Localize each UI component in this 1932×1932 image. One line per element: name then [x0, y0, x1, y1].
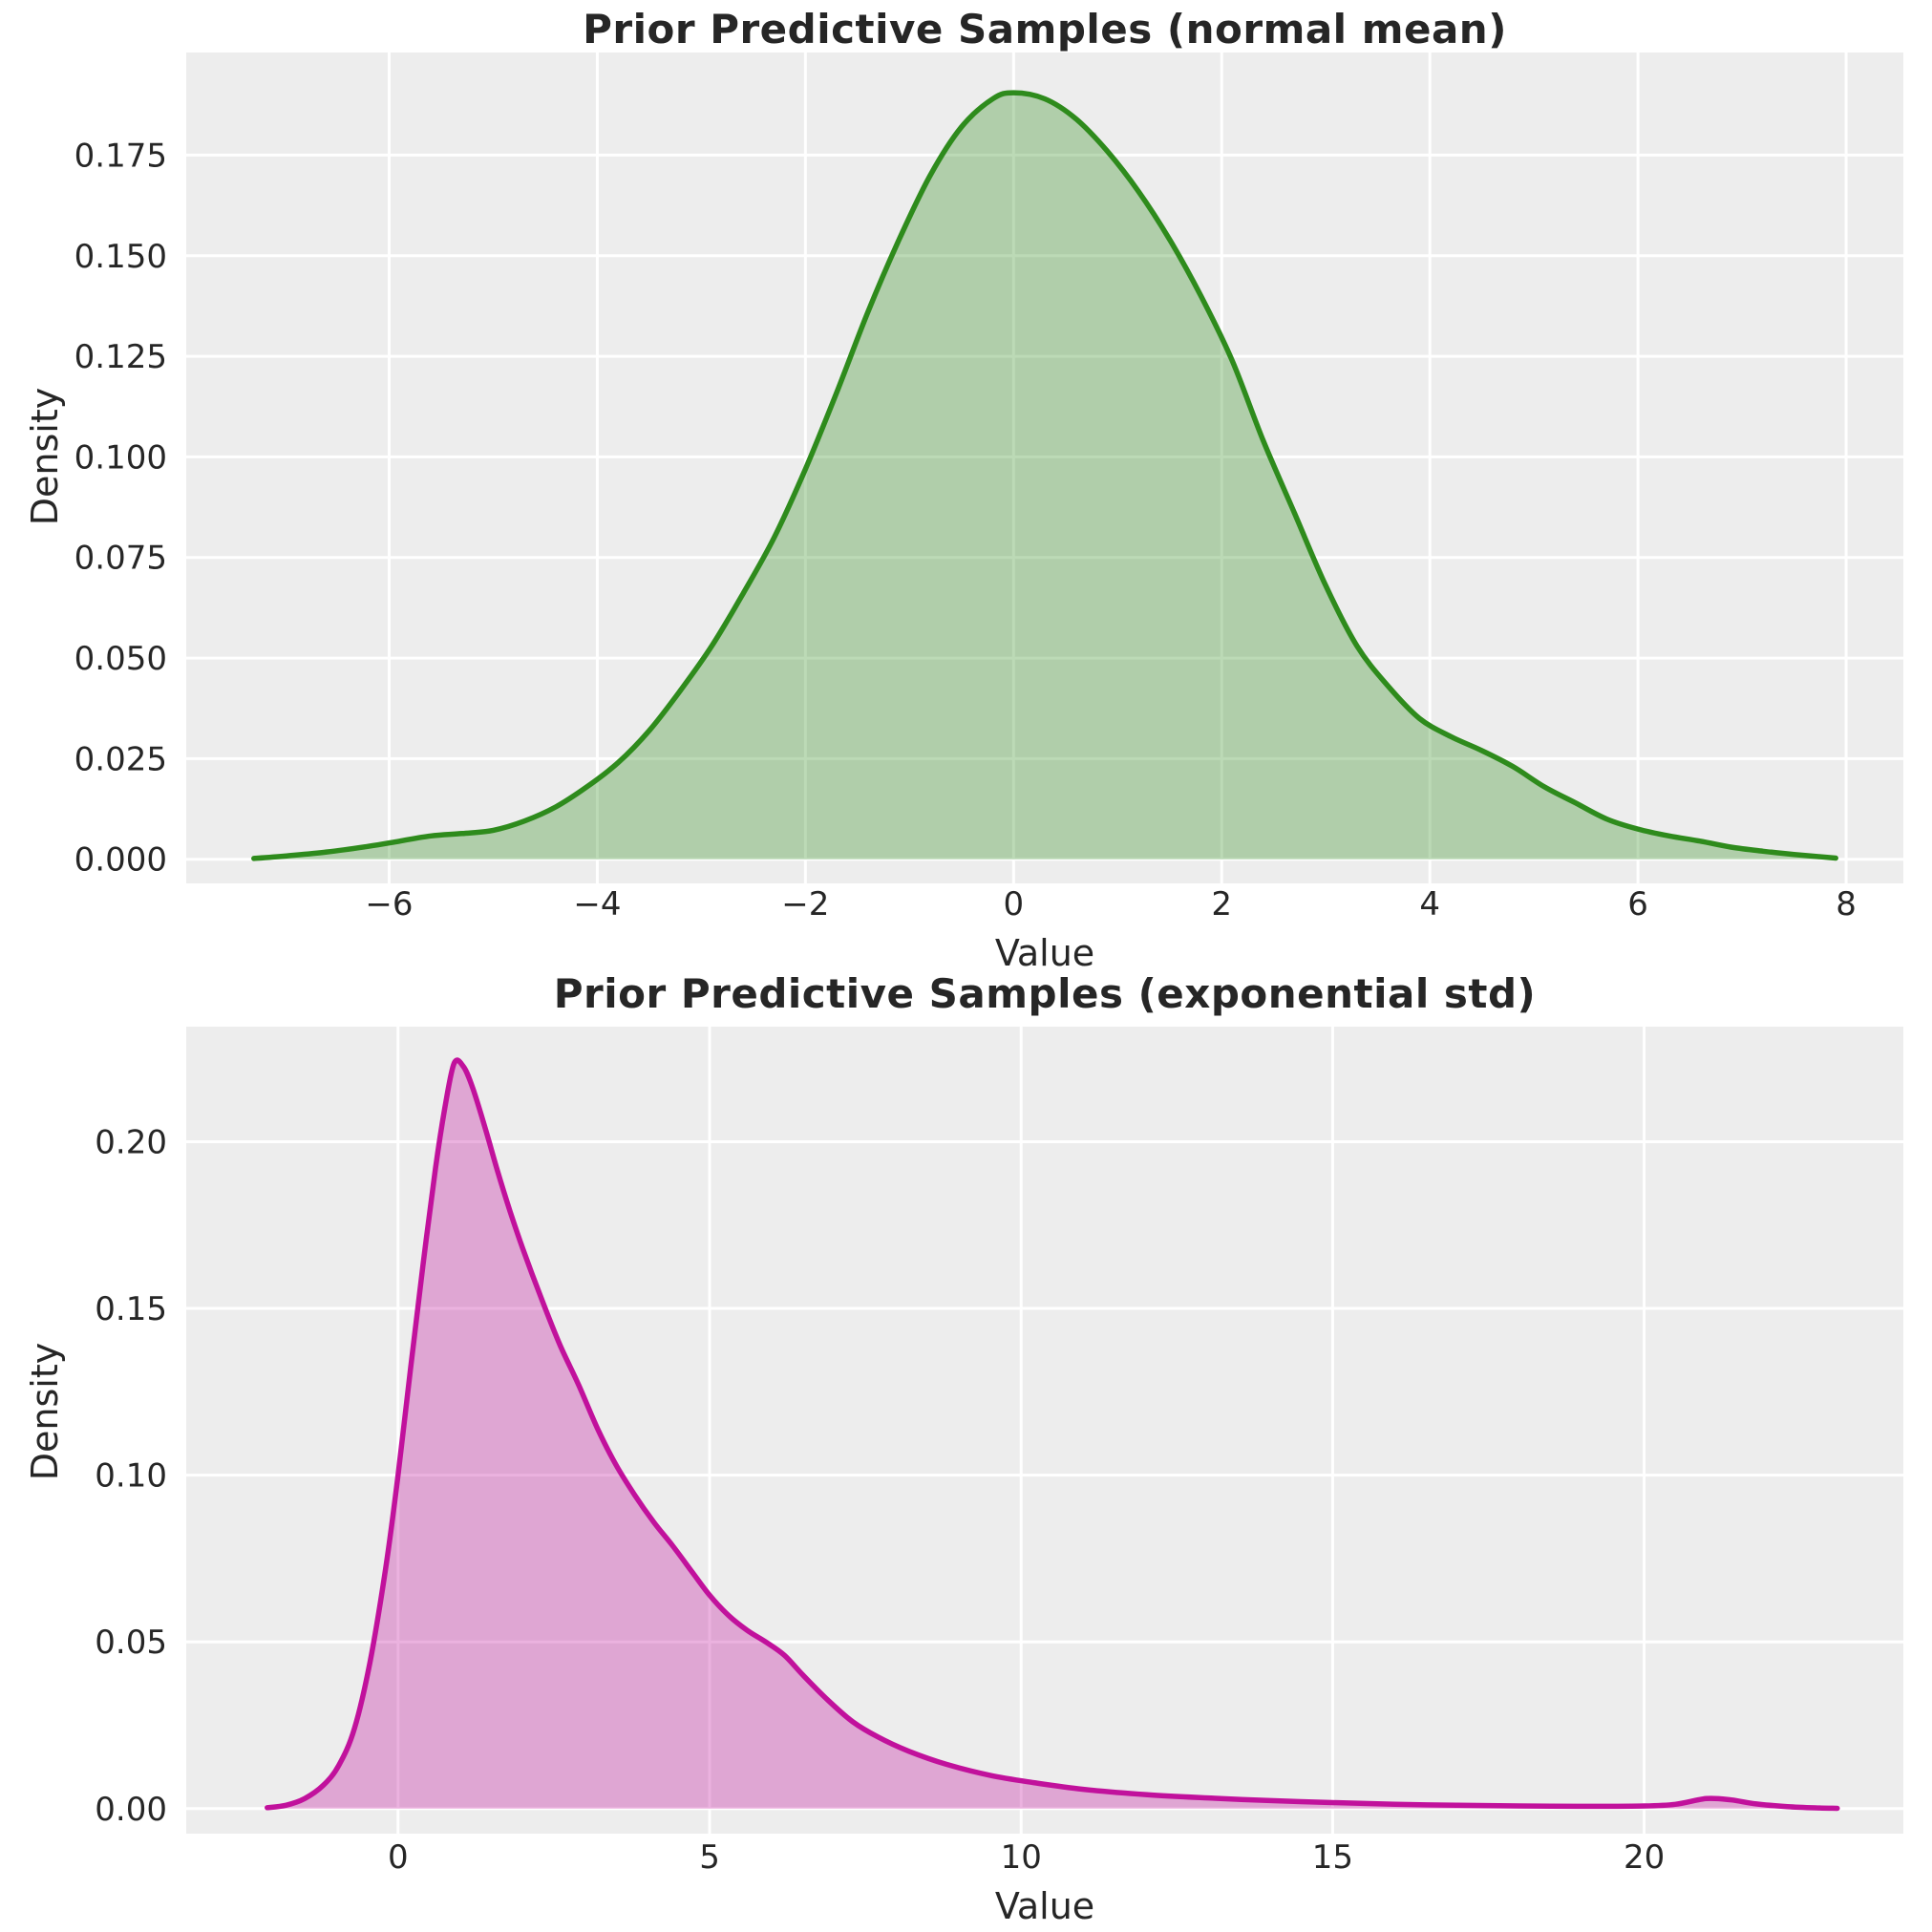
y-tick-label: 0.05	[95, 1624, 167, 1662]
y-tick-label: 0.10	[95, 1457, 167, 1496]
x-tick-label: −6	[365, 885, 413, 924]
x-tick-label: −2	[781, 885, 829, 924]
x-tick-label: −4	[573, 885, 621, 924]
y-tick-label: 0.075	[74, 540, 167, 578]
kde-line	[251, 90, 1838, 861]
y-tick-label: 0.125	[74, 338, 167, 376]
x-axis-label-value-bottom: Value	[994, 1885, 1095, 1927]
kde-fill	[253, 93, 1836, 860]
chart-title-normal-mean: Prior Predictive Samples (normal mean)	[583, 6, 1507, 53]
kde-line	[265, 1057, 1840, 1812]
x-tick-label: 4	[1419, 885, 1440, 924]
chart-title-exponential-std: Prior Predictive Samples (exponential st…	[553, 970, 1537, 1017]
y-tick-label: 0.050	[74, 640, 167, 678]
x-tick-label: 15	[1312, 1838, 1353, 1877]
y-tick-label: 0.025	[74, 740, 167, 778]
y-tick-label: 0.00	[95, 1791, 167, 1829]
x-tick-label: 2	[1211, 885, 1232, 924]
y-tick-label: 0.175	[74, 137, 167, 175]
x-tick-label: 0	[388, 1838, 409, 1877]
y-tick-label: 0.15	[95, 1290, 167, 1328]
plot-area-1: 0 5 10 15 20 0.00 0.05 0.10 0.15 0.20	[95, 1027, 1903, 1877]
y-tick-label: 0.20	[95, 1123, 167, 1161]
x-tick-label: 8	[1836, 885, 1857, 924]
kde-fill	[266, 1060, 1837, 1809]
x-axis-label-value-top: Value	[994, 932, 1095, 974]
y-tick-label: 0.100	[74, 438, 167, 477]
plot-area-0: −6 −4 −2 0 2 4 6 8 0.000 0.025 0.050 0.075 0.100 0.12…	[74, 53, 1903, 924]
x-tick-label: 20	[1624, 1838, 1665, 1877]
x-tick-label: 0	[1003, 885, 1024, 924]
y-axis-label-density-bottom: Density	[24, 1342, 66, 1481]
y-tick-label: 0.150	[74, 238, 167, 276]
plot-background	[186, 1027, 1903, 1834]
x-tick-label: 5	[699, 1838, 720, 1877]
plot-background	[186, 53, 1903, 883]
y-tick-label: 0.000	[74, 841, 167, 880]
x-tick-label: 10	[1001, 1838, 1042, 1877]
x-tick-label: 6	[1627, 885, 1648, 924]
y-axis-label-density-top: Density	[24, 387, 66, 526]
